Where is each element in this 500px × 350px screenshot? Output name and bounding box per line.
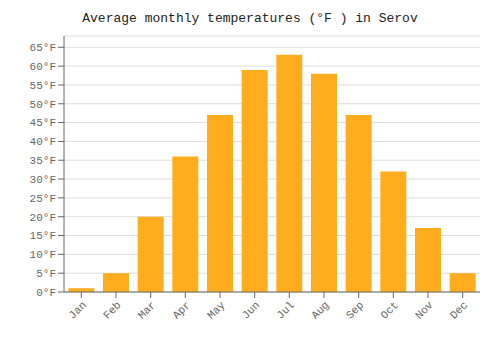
svg-text:Mar: Mar [136, 299, 158, 321]
html-text:Average monthly temperatures (: Average monthly temperatures (°F ) in Se… [82, 11, 418, 26]
svg-text:55°F: 55°F [30, 80, 56, 92]
svg-text:30°F: 30°F [30, 174, 56, 186]
svg-text:Aug: Aug [309, 299, 331, 321]
svg-text:25°F: 25°F [30, 193, 56, 205]
svg-text:Apr: Apr [170, 299, 192, 321]
svg-text:Feb: Feb [101, 299, 123, 321]
svg-text:Sep: Sep [344, 299, 366, 321]
svg-text:35°F: 35°F [30, 155, 56, 167]
svg-text:Jan: Jan [66, 299, 88, 321]
svg-text:Jun: Jun [240, 299, 262, 321]
svg-text:65°F: 65°F [30, 42, 56, 54]
svg-text:10°F: 10°F [30, 249, 56, 261]
svg-text:Jul: Jul [274, 299, 296, 321]
svg-text:Nov: Nov [413, 299, 436, 322]
svg-text:40°F: 40°F [30, 136, 56, 148]
svg-text:Dec: Dec [448, 299, 470, 321]
svg-text:20°F: 20°F [30, 212, 56, 224]
svg-text:Oct: Oct [378, 299, 400, 321]
svg-text:45°F: 45°F [30, 117, 56, 129]
svg-text:May: May [205, 299, 228, 322]
svg-text:0°F: 0°F [36, 287, 56, 299]
svg-text:50°F: 50°F [30, 99, 56, 111]
svg-text:5°F: 5°F [36, 268, 56, 280]
svg-text:15°F: 15°F [30, 230, 56, 242]
svg-text:60°F: 60°F [30, 61, 56, 73]
